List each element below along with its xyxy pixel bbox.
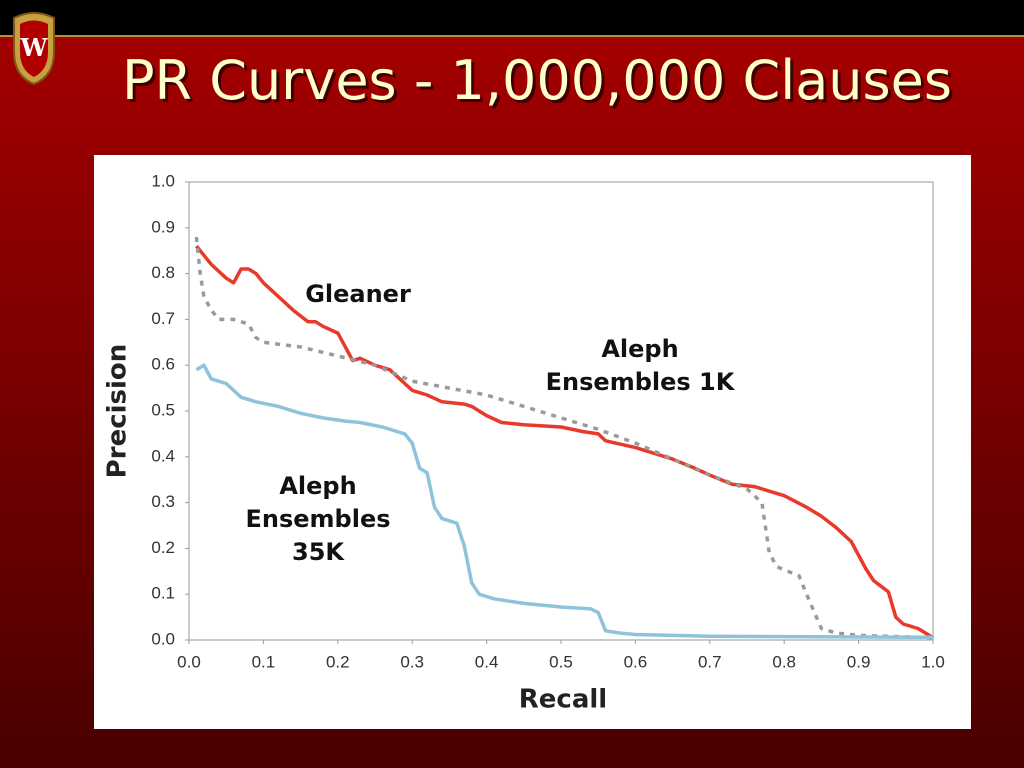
x-axis-label: Recall [519, 685, 607, 715]
y-tick-label: 0.0 [151, 629, 175, 648]
y-tick-label: 0.6 [151, 355, 175, 374]
logo: W [13, 12, 55, 86]
y-tick-label: 0.5 [151, 400, 175, 419]
x-tick-label: 0.0 [177, 652, 201, 671]
x-tick-label: 0.6 [624, 652, 648, 671]
y-tick-label: 0.4 [151, 446, 175, 465]
x-tick-label: 0.8 [772, 652, 796, 671]
chart-panel [94, 155, 971, 729]
x-tick-label: 0.7 [698, 652, 722, 671]
slide-title: PR Curves - 1,000,000 Clauses [122, 49, 952, 112]
svg-text:W: W [20, 33, 49, 62]
series-label: Aleph Ensembles 35K [245, 472, 391, 566]
x-tick-label: 0.2 [326, 652, 350, 671]
x-tick-label: 0.4 [475, 652, 499, 671]
series-line [195, 244, 934, 640]
y-tick-label: 0.1 [151, 584, 175, 603]
y-axis-label: Precision [103, 344, 133, 479]
y-tick-label: 0.2 [151, 538, 175, 557]
x-tick-label: 0.1 [252, 652, 276, 671]
series-line [195, 363, 934, 640]
y-tick-label: 0.7 [151, 309, 175, 328]
x-tick-label: 0.3 [400, 652, 424, 671]
title-shadow: PR Curves - 1,000,000 Clauses [125, 52, 955, 115]
x-tick-label: 0.5 [549, 652, 573, 671]
y-tick-label: 0.3 [151, 492, 175, 511]
series-label: Aleph Ensembles 1K [545, 335, 735, 396]
y-tick-label: 0.8 [151, 263, 175, 282]
y-tick-label: 0.9 [151, 217, 175, 236]
y-tick-label: 1.0 [151, 171, 175, 190]
top-band [0, 0, 1024, 36]
x-tick-label: 0.9 [847, 652, 871, 671]
series-line [194, 236, 934, 640]
x-tick-label: 1.0 [921, 652, 945, 671]
series-label: Gleaner [305, 280, 411, 308]
